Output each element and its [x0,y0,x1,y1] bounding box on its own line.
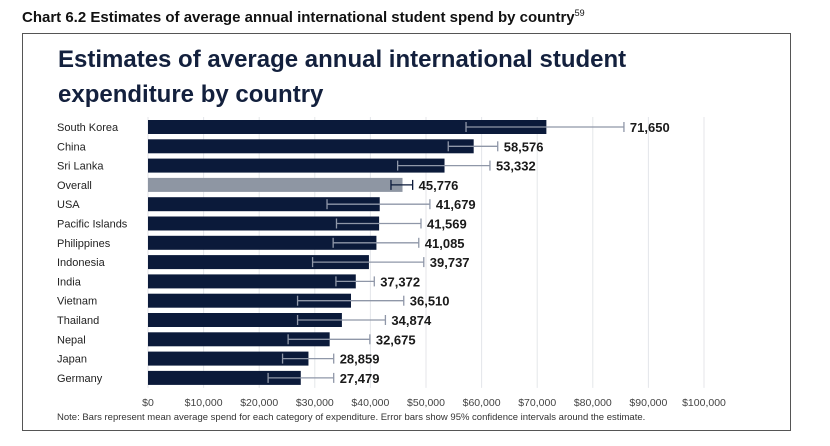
value-label: 28,859 [340,352,380,367]
bar [148,274,356,289]
bar [148,139,474,154]
category-label: Overall [57,180,92,192]
bar [148,351,309,366]
category-label: South Korea [57,122,119,134]
bar [148,370,301,385]
x-tick-label: $90,000 [629,397,667,409]
value-label: 53,332 [496,159,536,174]
bar [148,293,351,308]
category-label: Philippines [57,238,111,250]
bar-chart: $0 $10,000 $20,000 $30,000 $40,000 $50,000 $60… [57,117,726,409]
bar [148,313,342,327]
category-label: Vietnam [57,296,97,308]
bar [148,255,369,270]
value-label: 37,372 [380,274,420,289]
value-label: 41,569 [427,217,467,232]
chart-note: Note: Bars represent mean average spend … [57,412,646,423]
category-label: USA [57,199,80,211]
category-label: India [57,276,82,288]
value-label: 41,679 [436,197,476,212]
x-tick-label: $70,000 [518,397,556,409]
chart-title: Estimates of average annual internationa… [58,46,627,108]
value-label: 36,510 [410,294,450,309]
value-label: 58,576 [504,139,544,154]
bar [148,197,380,212]
chart-frame: Estimates of average annual internationa… [22,33,791,431]
value-label: 34,874 [391,313,432,328]
heading-text: Chart 6.2 Estimates of average annual in… [22,9,575,26]
bar [148,158,445,173]
category-label: Germany [57,373,103,385]
x-tick-label: $20,000 [240,397,278,409]
x-tick-label: $80,000 [574,397,612,409]
x-tick-label: $100,000 [682,397,726,409]
x-tick-label: $30,000 [296,397,334,409]
value-label: 32,675 [376,332,416,347]
bar [148,216,380,231]
bar [148,332,330,347]
x-tick-label: $60,000 [463,397,501,409]
category-label: Indonesia [57,257,106,269]
bar [148,235,377,250]
chart-heading: Chart 6.2 Estimates of average annual in… [22,8,585,26]
value-label: 27,479 [340,371,380,386]
category-label: Sri Lanka [57,161,104,173]
value-label: 39,737 [430,255,470,270]
value-label: 41,085 [425,236,465,251]
x-tick-label: $10,000 [185,397,223,409]
x-tick-label: $40,000 [351,397,389,409]
value-label: 71,650 [630,120,670,135]
x-tick-label: $50,000 [407,397,445,409]
category-label: Nepal [57,334,86,346]
value-label: 45,776 [419,178,459,193]
category-label: Thailand [57,315,99,327]
x-tick-label: $0 [142,397,154,409]
bar [148,177,403,192]
category-label: Pacific Islands [57,219,128,231]
category-label: Japan [57,354,87,366]
footnote-ref: 59 [574,8,585,18]
bar [148,120,547,134]
category-label: China [57,141,87,153]
